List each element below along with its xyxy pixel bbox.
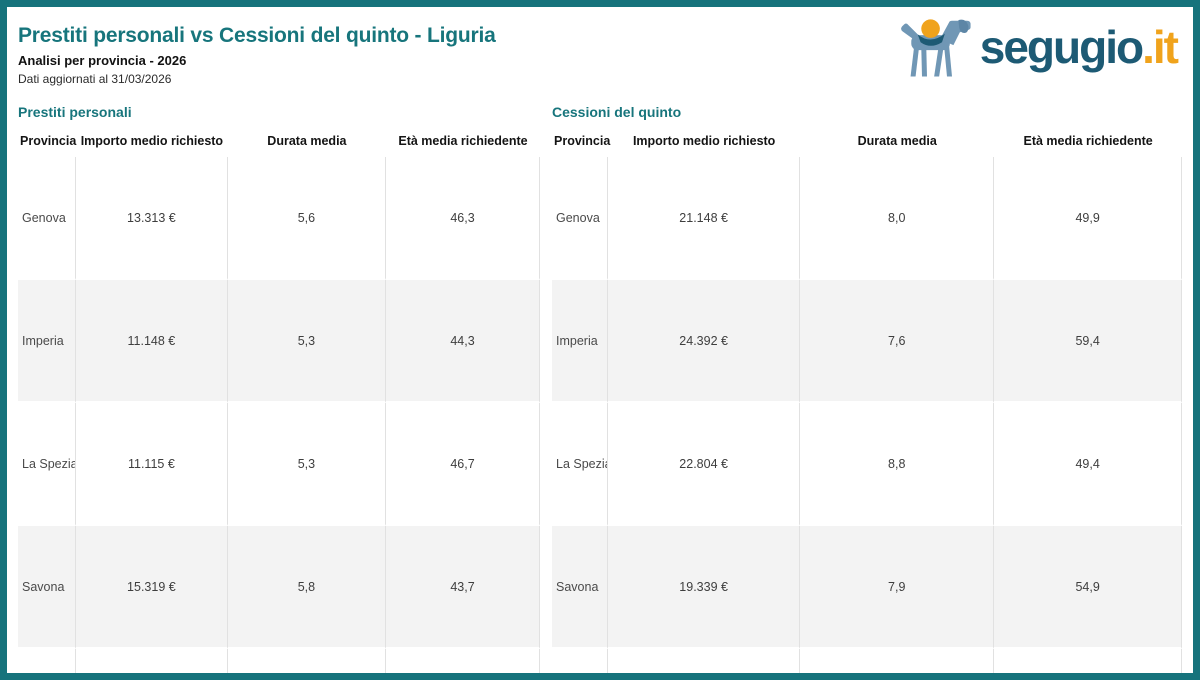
comparison-tables: Prestiti personali Provincia Importo med… bbox=[18, 104, 1182, 673]
column-header-provincia: Provincia bbox=[554, 134, 611, 148]
section-title-prestiti: Prestiti personali bbox=[18, 104, 132, 120]
table-row: La Spezia 22.804 € 8,8 49,4 bbox=[552, 403, 1182, 526]
cell-eta: 46,3 bbox=[385, 157, 540, 280]
filler-cell bbox=[385, 649, 540, 673]
data-updated-label: Dati aggiornati al 31/03/2026 bbox=[18, 72, 172, 86]
cell-importo: 11.115 € bbox=[75, 403, 228, 526]
cell-provincia: Imperia bbox=[18, 280, 76, 403]
cell-provincia: Savona bbox=[18, 526, 76, 649]
cell-durata: 5,8 bbox=[227, 526, 386, 649]
cell-eta: 54,9 bbox=[994, 526, 1182, 649]
table-cessioni-del-quinto: Cessioni del quinto Provincia Importo me… bbox=[552, 104, 1182, 673]
filler-cell bbox=[552, 649, 609, 673]
table-row: Genova 21.148 € 8,0 49,9 bbox=[552, 157, 1182, 280]
cell-provincia: Genova bbox=[18, 157, 76, 280]
filler-cell bbox=[227, 649, 386, 673]
table-row-partial bbox=[18, 649, 540, 673]
cell-eta: 43,7 bbox=[385, 526, 540, 649]
column-header-durata: Durata media bbox=[857, 134, 937, 148]
brand-wordmark: segugio.it bbox=[979, 18, 1179, 76]
report-header: Prestiti personali vs Cessioni del quint… bbox=[18, 7, 1182, 87]
brand-name: segugio bbox=[979, 20, 1144, 73]
filler-cell bbox=[75, 649, 228, 673]
column-header-importo: Importo medio richiesto bbox=[80, 134, 224, 148]
cell-provincia: Genova bbox=[552, 157, 609, 280]
prestiti-header-row: Provincia Importo medio richiesto Durata… bbox=[18, 134, 540, 157]
cell-durata: 7,9 bbox=[800, 526, 995, 649]
cell-eta: 46,7 bbox=[385, 403, 540, 526]
cessioni-table: Provincia Importo medio richiesto Durata… bbox=[552, 134, 1182, 673]
table-row: Genova 13.313 € 5,6 46,3 bbox=[18, 157, 540, 280]
cell-importo: 22.804 € bbox=[608, 403, 801, 526]
cell-importo: 21.148 € bbox=[608, 157, 801, 280]
cell-eta: 44,3 bbox=[385, 280, 540, 403]
prestiti-table: Provincia Importo medio richiesto Durata… bbox=[18, 134, 540, 673]
cessioni-header-row: Provincia Importo medio richiesto Durata… bbox=[552, 134, 1182, 157]
cell-durata: 5,6 bbox=[227, 157, 386, 280]
cell-importo: 24.392 € bbox=[608, 280, 801, 403]
cell-durata: 5,3 bbox=[227, 280, 386, 403]
cell-durata: 8,8 bbox=[800, 403, 995, 526]
segugio-logo[interactable]: segugio.it bbox=[897, 15, 1179, 78]
column-header-durata: Durata media bbox=[267, 134, 347, 148]
cell-importo: 15.319 € bbox=[75, 526, 228, 649]
table-row: La Spezia 11.115 € 5,3 46,7 bbox=[18, 403, 540, 526]
column-header-eta: Età media richiedente bbox=[398, 134, 528, 148]
section-title-cessioni: Cessioni del quinto bbox=[552, 104, 682, 120]
cell-importo: 13.313 € bbox=[75, 157, 228, 280]
cell-durata: 5,3 bbox=[227, 403, 386, 526]
filler-cell bbox=[18, 649, 76, 673]
filler-cell bbox=[994, 649, 1182, 673]
cell-durata: 7,6 bbox=[800, 280, 995, 403]
cell-eta: 59,4 bbox=[994, 280, 1182, 403]
cell-durata: 8,0 bbox=[800, 157, 995, 280]
filler-cell bbox=[608, 649, 801, 673]
cell-eta: 49,9 bbox=[994, 157, 1182, 280]
table-prestiti-personali: Prestiti personali Provincia Importo med… bbox=[18, 104, 540, 673]
table-row-partial bbox=[552, 649, 1182, 673]
filler-cell bbox=[800, 649, 995, 673]
cell-importo: 11.148 € bbox=[75, 280, 228, 403]
cell-provincia: La Spezia bbox=[552, 403, 609, 526]
column-header-eta: Età media richiedente bbox=[1023, 134, 1153, 148]
cell-provincia: Savona bbox=[552, 526, 609, 649]
cell-provincia: La Spezia bbox=[18, 403, 76, 526]
table-row: Imperia 24.392 € 7,6 59,4 bbox=[552, 280, 1182, 403]
dog-with-ball-icon bbox=[897, 15, 977, 78]
table-row: Imperia 11.148 € 5,3 44,3 bbox=[18, 280, 540, 403]
column-header-provincia: Provincia bbox=[20, 134, 77, 148]
page-title: Prestiti personali vs Cessioni del quint… bbox=[18, 24, 496, 47]
cell-importo: 19.339 € bbox=[608, 526, 801, 649]
table-row: Savona 15.319 € 5,8 43,7 bbox=[18, 526, 540, 649]
cell-eta: 49,4 bbox=[994, 403, 1182, 526]
column-header-importo: Importo medio richiesto bbox=[632, 134, 776, 148]
brand-tld: .it bbox=[1142, 20, 1179, 73]
report-subtitle: Analisi per provincia - 2026 bbox=[18, 53, 187, 68]
table-row: Savona 19.339 € 7,9 54,9 bbox=[552, 526, 1182, 649]
cell-provincia: Imperia bbox=[552, 280, 609, 403]
